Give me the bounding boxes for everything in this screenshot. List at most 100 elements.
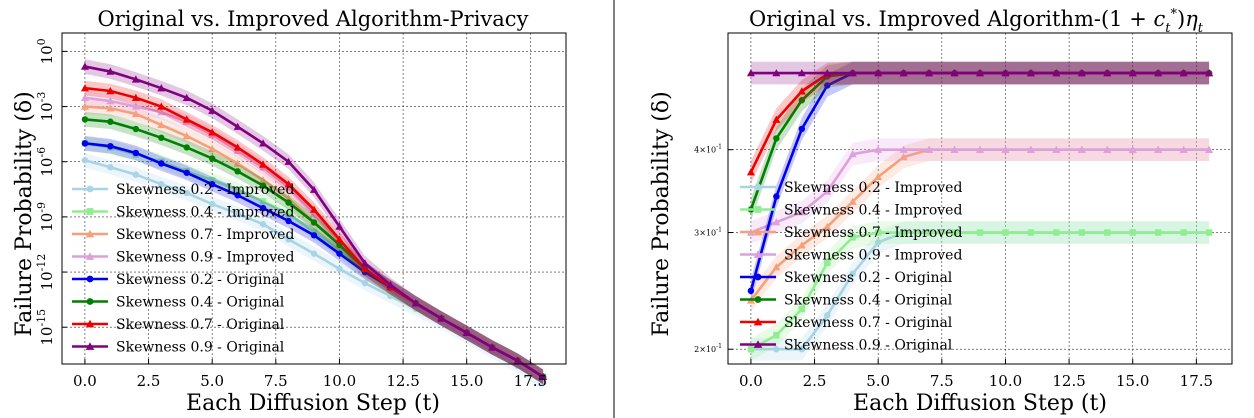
left-data-point (182, 93, 191, 101)
left-y-tick-label: 10-15 (35, 309, 56, 346)
right-data-point (1026, 145, 1035, 153)
right-data-point (747, 287, 755, 295)
left-data-point (132, 149, 140, 157)
right-x-tick-label: 7.5 (930, 372, 954, 390)
left-data-point (208, 180, 216, 188)
right-series-group (746, 61, 1214, 361)
right-data-point (798, 125, 806, 133)
left-data-point (310, 219, 318, 226)
right-legend-marker (754, 206, 762, 213)
right-data-point (1205, 145, 1214, 153)
left-legend-marker (86, 185, 94, 193)
right-data-point (1129, 229, 1136, 236)
right-data-point (874, 172, 883, 181)
right-data-point (950, 69, 959, 77)
left-x-axis-label: Each Diffusion Step (t) (186, 391, 440, 416)
right-data-point (1179, 145, 1188, 153)
right-x-tick-label: 15.0 (1116, 372, 1149, 390)
right-x-tick-label: 17.5 (1180, 372, 1213, 390)
right-data-point (797, 87, 806, 95)
right-x-axis-label: Each Diffusion Step (t) (853, 391, 1107, 416)
right-legend-marker (754, 273, 762, 281)
left-legend-label: Skewness 0.9 - Original (116, 340, 285, 356)
left-data-point (310, 185, 318, 193)
right-legend-label: Skewness 0.4 - Original (784, 293, 953, 309)
left-ticks: 0.0 2.5 5.0 7.5 10.0 12.5 15.0 17.5 100 10-3 10-6 1… (35, 38, 547, 390)
right-data-point (1103, 145, 1112, 153)
left-data-point (208, 155, 216, 162)
right-data-point (848, 197, 857, 205)
left-data-point (285, 236, 292, 243)
left-data-point (259, 182, 267, 189)
left-x-tick-label: 0.0 (73, 372, 97, 390)
right-data-point (1001, 145, 1010, 153)
left-data-point (132, 171, 140, 178)
right-x-tick-label: 12.5 (1052, 372, 1085, 390)
left-data-point (488, 343, 497, 351)
right-data-point (746, 69, 755, 77)
right-data-point (798, 305, 806, 313)
left-x-tick-label: 12.5 (386, 372, 419, 390)
right-data-point (976, 229, 984, 236)
left-data-point (513, 356, 522, 364)
left-data-point (259, 204, 267, 212)
left-data-point (387, 292, 394, 300)
left-data-point (183, 144, 190, 151)
right-chart: Original vs. Improved Algorithm-(1 + ct*… (649, 7, 1233, 416)
left-series-band (84, 80, 544, 385)
left-data-point (158, 180, 165, 188)
right-data-point (797, 241, 806, 249)
left-legend-marker (85, 229, 95, 238)
right-data-point (1052, 145, 1061, 153)
left-data-point (336, 265, 343, 273)
right-legend: Skewness 0.2 - Improved Skewness 0.4 - Im… (740, 180, 962, 354)
left-series-band (84, 59, 544, 385)
right-data-point (925, 69, 934, 77)
right-legend-label: Skewness 0.4 - Improved (784, 203, 962, 219)
right-data-point (1027, 229, 1035, 236)
right-data-point (823, 222, 832, 231)
right-data-point (874, 145, 883, 153)
right-data-point (874, 239, 882, 246)
right-data-point (773, 331, 780, 339)
right-x-tick-label: 10.0 (989, 372, 1022, 390)
left-data-point (411, 299, 420, 307)
right-legend-label: Skewness 0.9 - Original (784, 338, 953, 354)
left-data-point (106, 67, 115, 75)
right-data-point (950, 145, 959, 153)
right-legend-label: Skewness 0.7 - Original (784, 315, 953, 331)
left-series-band (84, 152, 544, 390)
left-data-point (80, 93, 89, 101)
right-data-point (925, 229, 933, 236)
left-data-point (107, 142, 114, 150)
right-legend-marker (753, 340, 763, 348)
left-legend-marker (86, 298, 94, 305)
left-data-point (462, 328, 471, 336)
left-data-point (158, 160, 165, 167)
right-data-point (772, 263, 781, 271)
right-data-point (797, 208, 806, 216)
right-data-point (798, 97, 806, 104)
left-legend-marker (86, 275, 94, 283)
left-data-point (234, 210, 241, 217)
left-data-point (131, 93, 140, 101)
right-legend-marker (753, 317, 763, 326)
right-data-point (849, 270, 856, 277)
left-data-point (81, 116, 89, 123)
left-data-point (284, 180, 293, 188)
right-data-point (1077, 69, 1086, 77)
right-data-point (1053, 229, 1060, 236)
left-data-point (539, 379, 547, 386)
right-data-point (1154, 145, 1163, 153)
left-data-point (233, 122, 242, 130)
left-data-point (360, 264, 369, 273)
right-data-point (772, 218, 781, 226)
left-data-point (285, 217, 292, 225)
left-series-group (80, 59, 548, 390)
right-data-point (848, 150, 857, 158)
left-y-tick-label: 10-6 (35, 147, 56, 177)
left-data-point (387, 287, 394, 294)
right-data-point (773, 346, 780, 353)
left-plot-frame (61, 32, 567, 365)
right-legend-marker (753, 250, 763, 258)
